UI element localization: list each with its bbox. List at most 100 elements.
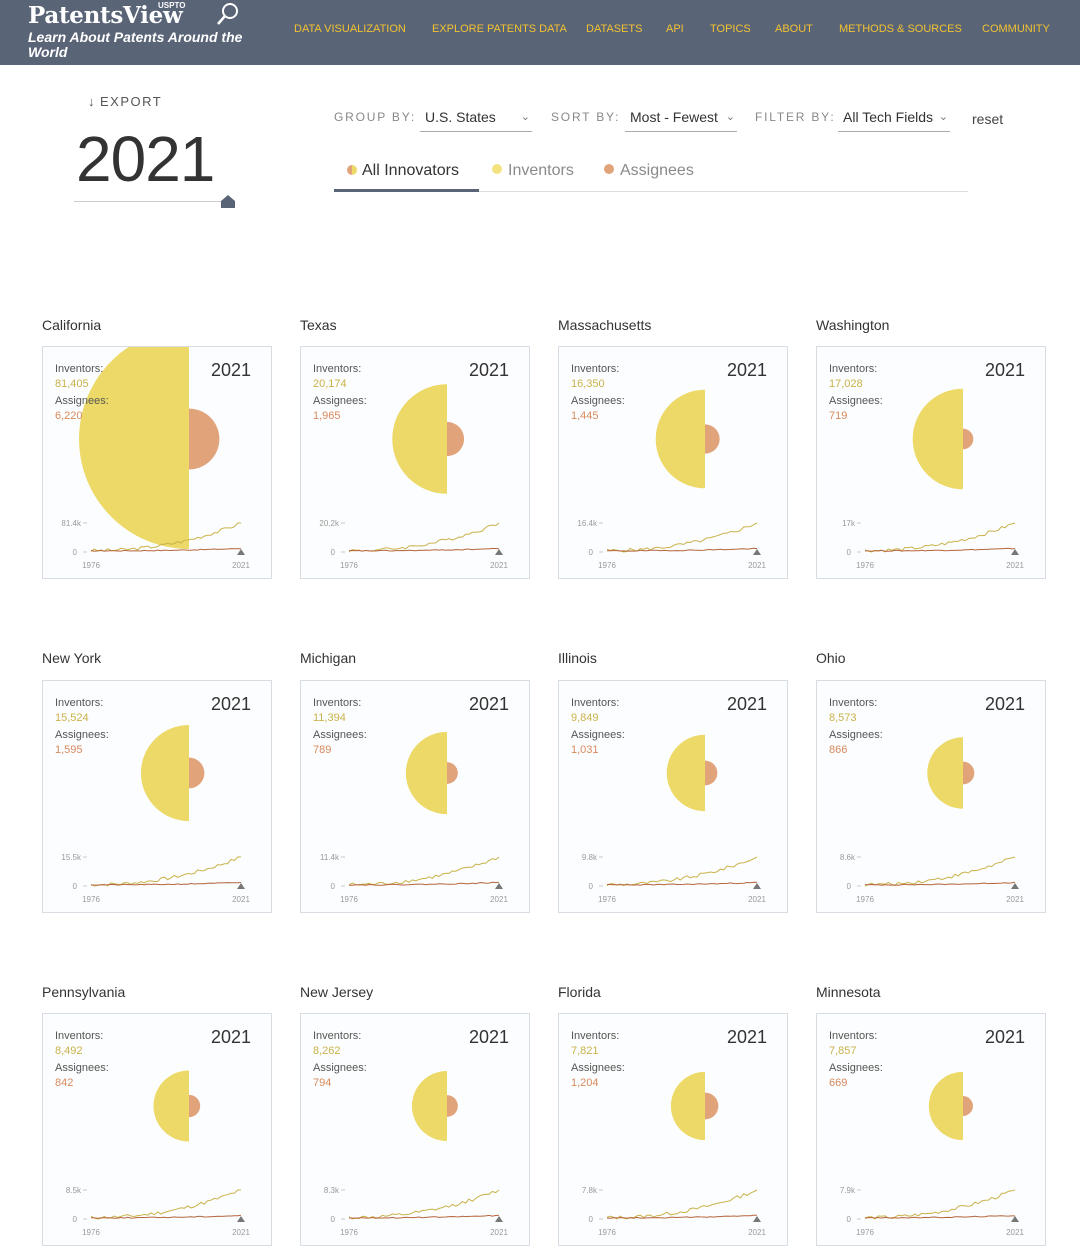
state-card[interactable]: 15.5k 0 1976 2021 Inventors: 15,524 Assignees:… bbox=[42, 680, 272, 913]
reset-button[interactable]: reset bbox=[972, 111, 1004, 127]
state-card[interactable]: 8.6k 0 1976 2021 Inventors: 8,573 Assignees: 86… bbox=[816, 680, 1046, 913]
assignees-count: 866 bbox=[829, 744, 848, 756]
axis-zero-label: 0 bbox=[847, 882, 852, 891]
state-mini-chart: 20.2k 0 1976 2021 bbox=[319, 384, 508, 570]
state-card[interactable]: 20.2k 0 1976 2021 Inventors: 20,174 Assignees:… bbox=[300, 346, 530, 579]
axis-zero-label: 0 bbox=[589, 882, 594, 891]
filter-by-label: FILTER BY: bbox=[755, 110, 836, 124]
filter-by-select[interactable]: All Tech Fields ⌄ bbox=[838, 108, 950, 132]
axis-start-label: 1976 bbox=[340, 561, 358, 570]
assignees-count: 789 bbox=[313, 744, 332, 756]
assignees-half-circle bbox=[189, 408, 220, 470]
nav-explore-patents-data[interactable]: EXPLORE PATENTS DATA bbox=[432, 23, 567, 35]
assignees-trend-line bbox=[606, 547, 758, 552]
nav-datasets[interactable]: DATASETS bbox=[586, 23, 643, 35]
axis-start-label: 1976 bbox=[856, 561, 874, 570]
tab-assignees[interactable]: Assignees bbox=[604, 162, 694, 180]
year-slider-handle[interactable] bbox=[221, 195, 235, 208]
state-card[interactable]: 9.8k 0 1976 2021 Inventors: 9,849 Assignees: 1,… bbox=[558, 680, 788, 913]
assignees-label: Assignees: bbox=[571, 395, 625, 407]
axis-zero-label: 0 bbox=[331, 882, 336, 891]
nav-about[interactable]: ABOUT bbox=[775, 23, 813, 35]
export-button[interactable]: ↓ EXPORT bbox=[88, 94, 162, 109]
inventors-label: Inventors: bbox=[571, 697, 620, 709]
card-year: 2021 bbox=[726, 1027, 767, 1047]
tab-all-innovators[interactable]: All Innovators bbox=[346, 162, 459, 180]
card-year: 2021 bbox=[210, 360, 251, 380]
nav-data-visualization[interactable]: DATA VISUALIZATION bbox=[294, 23, 406, 35]
assignees-count: 842 bbox=[55, 1077, 74, 1089]
axis-max-label: 81.4k bbox=[61, 519, 82, 528]
axis-zero-label: 0 bbox=[73, 882, 78, 891]
state-mini-chart: 9.8k 0 1976 2021 bbox=[582, 734, 766, 904]
state-name: Massachusetts bbox=[558, 317, 652, 333]
assignees-half-circle bbox=[705, 424, 720, 454]
assignees-count: 1,445 bbox=[571, 410, 599, 422]
inventors-count: 8,492 bbox=[55, 1045, 83, 1057]
state-name: New Jersey bbox=[300, 984, 374, 1000]
state-card[interactable]: 8.3k 0 1976 2021 Inventors: 8,262 Assignees: 79… bbox=[300, 1013, 530, 1246]
assignees-label: Assignees: bbox=[313, 395, 367, 407]
inventors-label: Inventors: bbox=[829, 697, 878, 709]
card-year: 2021 bbox=[984, 360, 1025, 380]
state-card[interactable]: 81.4k 0 1976 2021 Inventors: 81,405 Assignees:… bbox=[42, 346, 272, 579]
assignees-trend-line bbox=[90, 1214, 242, 1219]
assignees-label: Assignees: bbox=[313, 1062, 367, 1074]
state-card[interactable]: 7.9k 0 1976 2021 Inventors: 7,857 Assignees: 66… bbox=[816, 1013, 1046, 1246]
assignees-half-circle bbox=[963, 761, 975, 785]
assignees-half-circle bbox=[189, 1094, 201, 1118]
assignees-count: 719 bbox=[829, 410, 848, 422]
nav-community[interactable]: COMMUNITY bbox=[982, 23, 1050, 35]
axis-start-label: 1976 bbox=[82, 895, 100, 904]
axis-zero-label: 0 bbox=[331, 1215, 336, 1224]
state-card[interactable]: 8.5k 0 1976 2021 Inventors: 8,492 Assignees: 84… bbox=[42, 1013, 272, 1246]
chevron-down-icon: ⌄ bbox=[520, 111, 530, 123]
assignees-trend-line bbox=[606, 1214, 758, 1219]
state-name: New York bbox=[42, 650, 102, 666]
inventors-label: Inventors: bbox=[829, 363, 878, 375]
inventors-trend-line bbox=[606, 856, 758, 887]
group-by-select[interactable]: U.S. States ⌄ bbox=[420, 108, 532, 132]
state-name: Florida bbox=[558, 984, 601, 1000]
tab-label: All Innovators bbox=[362, 162, 459, 179]
inventors-half-circle bbox=[670, 1071, 705, 1141]
inventors-label: Inventors: bbox=[55, 363, 104, 375]
assignees-label: Assignees: bbox=[829, 395, 883, 407]
assignees-count: 1,595 bbox=[55, 744, 83, 756]
axis-max-label: 20.2k bbox=[319, 519, 340, 528]
state-card[interactable]: 11.4k 0 1976 2021 Inventors: 11,394 Assignees:… bbox=[300, 680, 530, 913]
year-marker-icon bbox=[1011, 883, 1019, 889]
inventors-trend-line bbox=[606, 522, 758, 553]
state-card[interactable]: 7.8k 0 1976 2021 Inventors: 7,821 Assignees: 1,… bbox=[558, 1013, 788, 1246]
assignees-half-circle bbox=[705, 760, 718, 786]
state-card[interactable]: 17k 0 1976 2021 Inventors: 17,028 Assignees: 71… bbox=[816, 346, 1046, 579]
assignees-label: Assignees: bbox=[829, 1062, 883, 1074]
year-slider-track[interactable] bbox=[74, 201, 232, 202]
export-label: EXPORT bbox=[100, 94, 163, 109]
axis-start-label: 1976 bbox=[82, 561, 100, 570]
state-name: Michigan bbox=[300, 650, 357, 666]
year-marker-icon bbox=[753, 883, 761, 889]
state-card[interactable]: 16.4k 0 1976 2021 Inventors: 16,350 Assignees:… bbox=[558, 346, 788, 579]
sort-by-select[interactable]: Most - Fewest ⌄ bbox=[625, 108, 737, 132]
nav-topics[interactable]: TOPICS bbox=[710, 23, 751, 35]
tab-inventors[interactable]: Inventors bbox=[492, 162, 574, 180]
axis-end-label: 2021 bbox=[232, 1228, 250, 1237]
state-name: California bbox=[42, 317, 102, 333]
year-marker-icon bbox=[495, 1216, 503, 1222]
year-marker-icon bbox=[753, 1216, 761, 1222]
year-marker-icon bbox=[1011, 1216, 1019, 1222]
assignees-label: Assignees: bbox=[313, 729, 367, 741]
axis-start-label: 1976 bbox=[598, 895, 616, 904]
inventors-half-circle bbox=[153, 1070, 189, 1142]
inventors-count: 17,028 bbox=[829, 378, 863, 390]
inventors-label: Inventors: bbox=[313, 363, 362, 375]
inventors-label: Inventors: bbox=[313, 1030, 362, 1042]
nav-api[interactable]: API bbox=[666, 23, 684, 35]
nav-methods-sources[interactable]: METHODS & SOURCES bbox=[839, 23, 962, 35]
inventors-count: 8,573 bbox=[829, 712, 857, 724]
assignees-count: 6,220 bbox=[55, 410, 83, 422]
year-marker-icon bbox=[753, 549, 761, 555]
site-logo[interactable]: PatentsView USPTO Learn About Patents Ar… bbox=[28, 1, 258, 60]
assignees-trend-line bbox=[607, 881, 758, 886]
